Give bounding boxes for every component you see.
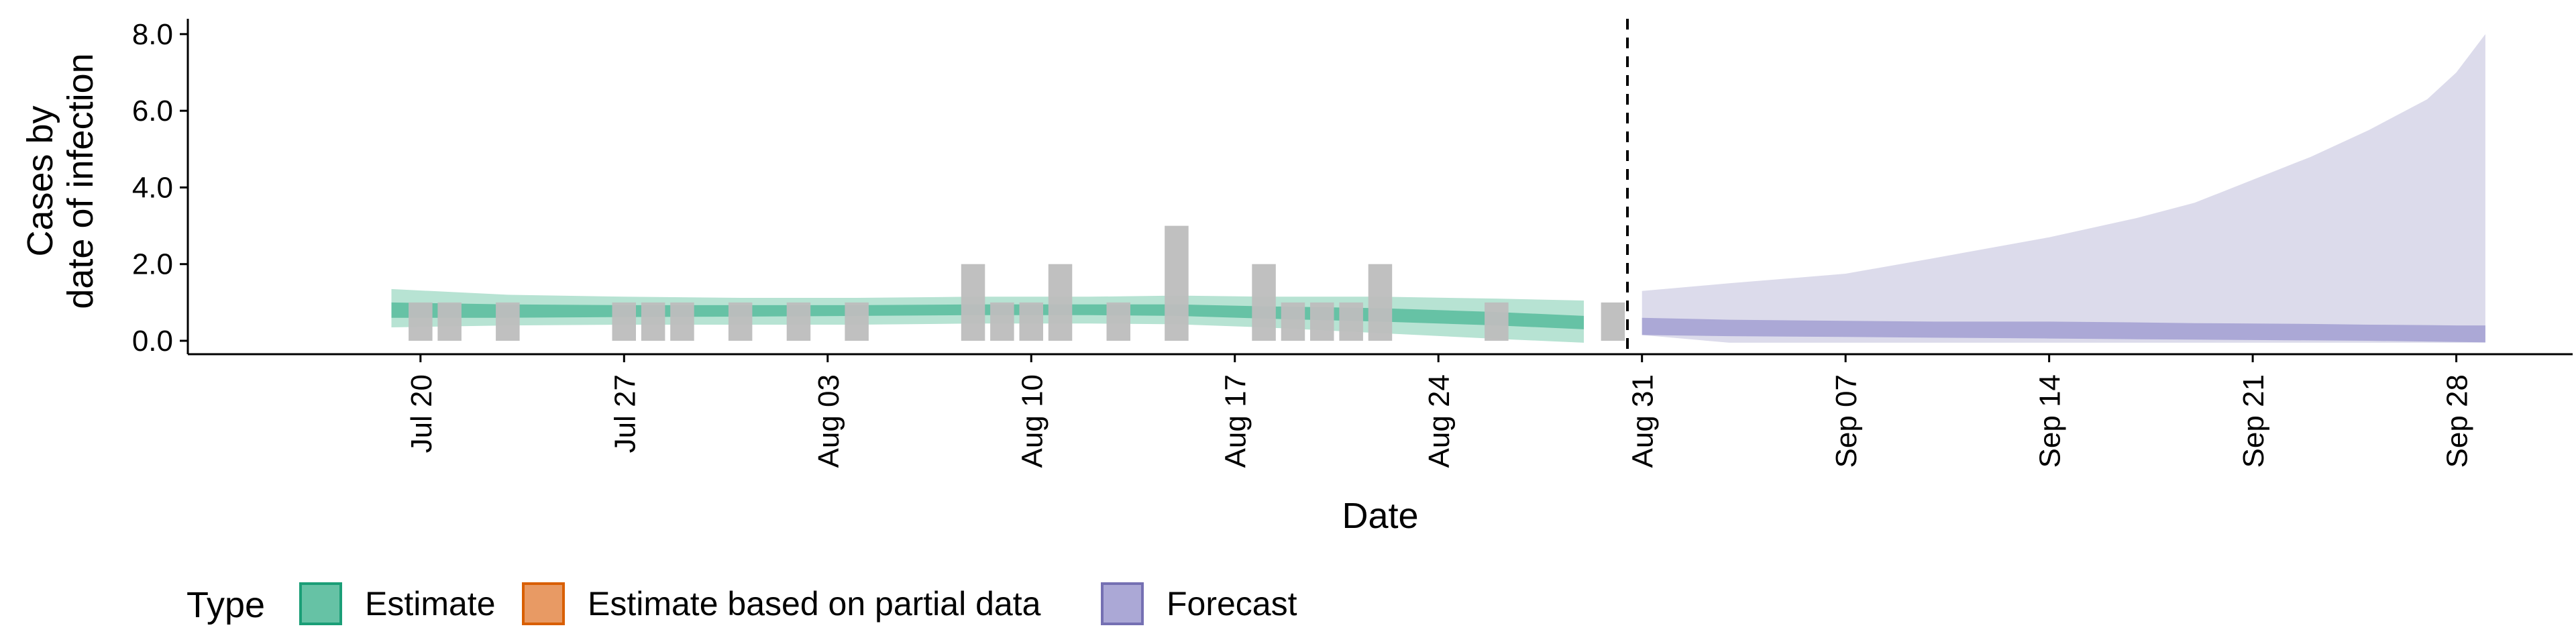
reported-cases-bar (1252, 264, 1276, 341)
legend-label: Estimate (365, 585, 496, 623)
reported-cases-bar (409, 302, 433, 341)
reported-cases-bar (641, 302, 665, 341)
axes: 0.0 2.0 4.0 6.0 8.0 Jul 20 Jul 27 Aug 03 Aug 10 A… (20, 18, 2573, 536)
x-tick-label: Aug 10 (1016, 374, 1049, 468)
reported-cases-bar (437, 302, 462, 341)
x-tick-label: Aug 03 (812, 374, 845, 468)
y-axis-title-line-1: Cases by (20, 105, 60, 256)
y-tick-label: 0.0 (132, 325, 173, 358)
reported-cases-bar (670, 302, 694, 341)
reported-cases-bar (1165, 225, 1189, 341)
reported-cases-bar (1601, 302, 1625, 341)
x-tick-label: Aug 24 (1423, 374, 1456, 468)
reported-cases-bar (1281, 302, 1305, 341)
reported-cases-bar (1106, 302, 1130, 341)
reported-cases-bar (496, 302, 520, 341)
y-axis-title-line-2: date of infection (60, 53, 101, 309)
legend-key (522, 582, 565, 625)
reported-cases-bar (1048, 264, 1073, 341)
reported-cases-bar (961, 264, 985, 341)
y-tick-label: 4.0 (132, 171, 173, 204)
y-tick-label: 2.0 (132, 248, 173, 281)
legend-key (1101, 582, 1144, 625)
reported-cases-bar (612, 302, 636, 341)
reported-cases-bar (1339, 302, 1363, 341)
forecast-outer-band (1642, 34, 2485, 343)
x-tick-label: Jul 20 (405, 374, 438, 453)
legend-label: Estimate based on partial data (588, 585, 1041, 623)
reported-cases-bar (786, 302, 811, 341)
x-tick-label: Jul 27 (608, 374, 641, 453)
x-tick-label: Sep 14 (2034, 374, 2067, 468)
reported-cases-bar (1310, 302, 1334, 341)
x-tick-label: Aug 31 (1627, 374, 1660, 468)
x-axis-title: Date (1342, 496, 1418, 536)
reported-cases-bar (1019, 302, 1043, 341)
plot-area (391, 19, 2485, 354)
x-tick-label: Aug 17 (1220, 374, 1252, 468)
legend-key (299, 582, 342, 625)
y-tick-label: 8.0 (132, 18, 173, 51)
x-tick-label: Sep 21 (2237, 374, 2270, 468)
reported-cases-bar (1368, 264, 1393, 341)
reported-cases-bar (728, 302, 753, 341)
reported-cases-bar (990, 302, 1014, 341)
legend-label: Forecast (1167, 585, 1297, 623)
x-tick-label: Sep 07 (1830, 374, 1863, 468)
x-tick-label: Sep 28 (2441, 374, 2474, 468)
legend-title: Type (186, 585, 265, 625)
legend: Type Estimate Estimate based on partial da… (186, 582, 1297, 625)
forecast-inner-band (1642, 317, 2485, 343)
y-tick-label: 6.0 (132, 95, 173, 127)
reported-cases-bar (1485, 302, 1509, 341)
reported-cases-bar (845, 302, 869, 341)
